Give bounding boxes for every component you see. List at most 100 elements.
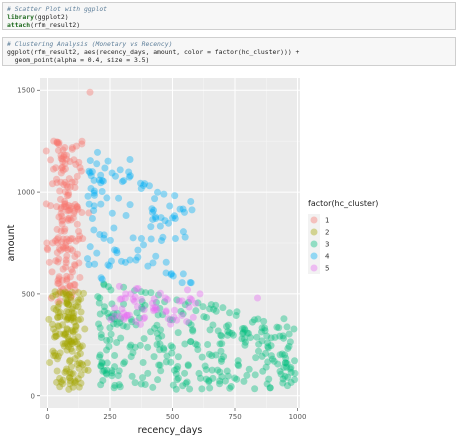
data-point (66, 282, 74, 290)
data-point (53, 138, 61, 146)
data-point (104, 261, 112, 269)
code-cell-clustering[interactable]: # Clustering Analysis (Monetary vs Recen… (2, 37, 456, 66)
data-point (53, 203, 61, 211)
data-point (77, 167, 85, 175)
data-point (74, 296, 82, 304)
data-point (113, 249, 121, 257)
data-point (52, 164, 60, 172)
data-point (205, 350, 213, 358)
data-point (69, 312, 77, 320)
data-point (55, 322, 63, 330)
data-point (232, 312, 240, 320)
data-point (173, 376, 181, 384)
data-point (185, 298, 193, 306)
code-token: library (7, 13, 34, 21)
data-point (149, 383, 157, 391)
data-point (127, 353, 135, 361)
data-point (156, 361, 164, 369)
data-point (167, 271, 175, 279)
data-point (69, 313, 77, 321)
data-point (178, 279, 186, 287)
data-point (198, 353, 206, 361)
data-point (66, 340, 74, 348)
data-point (65, 337, 73, 345)
data-point (55, 255, 63, 263)
data-point (65, 191, 73, 199)
data-point (118, 178, 126, 186)
data-point (166, 316, 174, 324)
data-point (95, 353, 103, 361)
data-point (196, 374, 204, 382)
data-point (66, 206, 74, 214)
data-point (126, 155, 134, 163)
data-point (263, 332, 271, 340)
data-point (201, 362, 209, 370)
data-point (64, 283, 72, 291)
data-point (77, 371, 85, 379)
data-point (76, 164, 84, 172)
data-point (150, 295, 158, 303)
data-point (123, 323, 131, 331)
data-point (74, 205, 82, 213)
data-point (174, 329, 182, 337)
data-point (54, 314, 62, 322)
data-point (147, 223, 155, 231)
data-point (168, 349, 176, 357)
legend-key-bg (308, 238, 320, 250)
data-point (52, 332, 60, 340)
data-point (261, 327, 269, 335)
data-point (148, 205, 156, 213)
data-point (173, 365, 181, 373)
data-point (57, 205, 65, 213)
data-point (134, 253, 142, 261)
data-point (87, 184, 95, 192)
data-point (275, 324, 283, 332)
grid-lines (40, 78, 300, 408)
data-point (53, 225, 61, 233)
data-point (248, 318, 256, 326)
legend-label: 1 (325, 217, 329, 225)
data-point (59, 243, 67, 251)
data-point (195, 369, 203, 377)
data-point (54, 309, 62, 317)
data-point (59, 146, 67, 154)
data-point (173, 296, 181, 304)
data-point (206, 305, 214, 313)
data-point (61, 144, 69, 152)
data-point (152, 252, 160, 260)
data-point (118, 295, 126, 303)
data-point (61, 331, 69, 339)
data-point (77, 379, 85, 387)
data-point (282, 354, 290, 362)
x-tick-label: 750 (228, 413, 241, 421)
data-point (71, 178, 79, 186)
data-point (63, 365, 71, 373)
data-point (54, 277, 62, 285)
data-point (245, 365, 253, 373)
data-point (71, 326, 79, 334)
data-point (108, 372, 116, 380)
data-point (160, 190, 168, 198)
data-point (167, 358, 175, 366)
data-point (170, 212, 178, 220)
data-point (153, 341, 161, 349)
data-point (117, 334, 125, 342)
data-point (118, 305, 126, 313)
data-point (64, 343, 72, 351)
data-point (68, 288, 76, 296)
data-point (72, 160, 80, 168)
data-point (266, 384, 274, 392)
data-point (60, 342, 68, 350)
data-point (60, 153, 68, 161)
data-point (53, 367, 61, 375)
data-point (56, 187, 64, 195)
data-point (140, 306, 148, 314)
data-point (68, 339, 76, 347)
data-point (241, 338, 249, 346)
data-point (104, 309, 112, 317)
code-cell-scatter-setup[interactable]: # Scatter Plot with ggplot library(ggplot… (2, 2, 456, 30)
data-point (61, 330, 69, 338)
data-point (64, 206, 72, 214)
data-point (131, 287, 139, 295)
data-point (144, 369, 152, 377)
